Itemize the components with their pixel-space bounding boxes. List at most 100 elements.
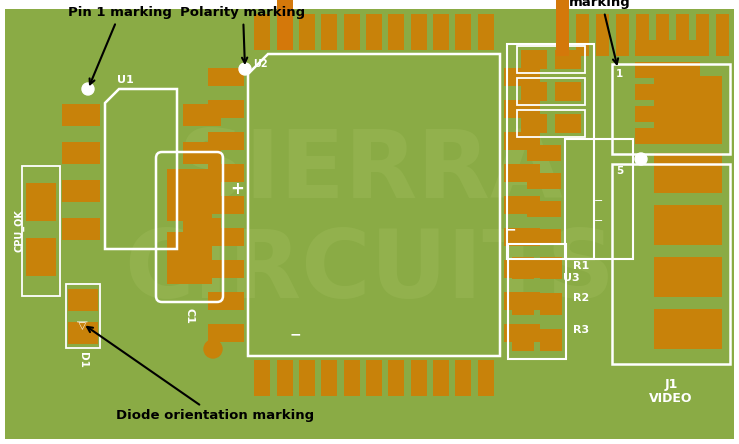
Bar bbox=[433, 14, 449, 50]
Text: Pin 1 marking: Pin 1 marking bbox=[68, 6, 172, 84]
Bar bbox=[540, 293, 562, 315]
Text: Diode orientation marking: Diode orientation marking bbox=[87, 327, 314, 422]
Text: C1: C1 bbox=[185, 308, 194, 324]
Bar bbox=[366, 360, 382, 396]
Bar bbox=[576, 14, 589, 56]
Bar bbox=[208, 260, 244, 278]
Bar bbox=[183, 142, 221, 164]
Bar bbox=[276, 360, 293, 396]
Bar bbox=[477, 14, 494, 50]
Bar bbox=[517, 78, 585, 105]
Text: R1: R1 bbox=[573, 261, 589, 271]
Bar bbox=[654, 205, 722, 245]
Text: SIERRA
CIRCUITS: SIERRA CIRCUITS bbox=[125, 127, 616, 317]
Bar bbox=[635, 62, 700, 78]
Bar bbox=[517, 46, 585, 73]
Bar bbox=[540, 329, 562, 351]
Bar bbox=[555, 114, 581, 133]
Bar bbox=[504, 292, 540, 310]
Bar bbox=[411, 14, 426, 50]
Bar bbox=[276, 0, 293, 50]
Bar bbox=[612, 164, 730, 364]
Bar bbox=[208, 164, 244, 182]
Bar bbox=[596, 14, 609, 56]
Bar bbox=[512, 257, 534, 279]
Bar bbox=[635, 106, 700, 122]
Text: CPU_OK: CPU_OK bbox=[14, 210, 24, 253]
Text: 5: 5 bbox=[616, 166, 623, 176]
Bar bbox=[321, 360, 337, 396]
Bar bbox=[411, 360, 426, 396]
Bar bbox=[26, 183, 56, 221]
Bar bbox=[477, 360, 494, 396]
Bar bbox=[504, 68, 540, 86]
Bar bbox=[68, 322, 98, 344]
Bar bbox=[504, 324, 540, 342]
Bar bbox=[676, 14, 689, 56]
Text: Polarity marking: Polarity marking bbox=[180, 6, 305, 63]
Bar bbox=[62, 218, 100, 240]
Circle shape bbox=[635, 153, 647, 165]
Circle shape bbox=[82, 83, 94, 95]
Bar bbox=[508, 244, 566, 359]
Circle shape bbox=[239, 63, 251, 75]
Bar bbox=[527, 145, 561, 161]
Bar bbox=[540, 257, 562, 279]
Bar bbox=[517, 110, 585, 137]
Bar bbox=[167, 232, 212, 284]
Bar bbox=[62, 104, 100, 126]
Text: J1: J1 bbox=[664, 378, 678, 391]
Bar bbox=[654, 76, 722, 144]
Bar bbox=[512, 329, 534, 351]
Bar bbox=[504, 196, 540, 214]
Text: Pin 1 marking: Pin 1 marking bbox=[0, 443, 1, 444]
Bar bbox=[254, 360, 270, 396]
Bar bbox=[556, 0, 569, 56]
Bar bbox=[66, 284, 100, 348]
Bar bbox=[654, 309, 722, 349]
Bar bbox=[504, 132, 540, 150]
Bar bbox=[321, 14, 337, 50]
Bar bbox=[507, 44, 594, 259]
Text: D1: D1 bbox=[78, 352, 88, 368]
Text: R3: R3 bbox=[573, 325, 589, 335]
Bar bbox=[276, 14, 293, 50]
Bar bbox=[208, 228, 244, 246]
Bar bbox=[62, 142, 100, 164]
Text: 1: 1 bbox=[616, 69, 623, 79]
Bar bbox=[555, 82, 581, 101]
Bar bbox=[455, 360, 471, 396]
Text: U3: U3 bbox=[563, 273, 579, 283]
Bar bbox=[183, 218, 221, 240]
Bar bbox=[527, 201, 561, 217]
Bar bbox=[654, 76, 722, 144]
Bar bbox=[654, 76, 722, 144]
Bar bbox=[208, 68, 244, 86]
Bar bbox=[654, 153, 722, 193]
Circle shape bbox=[204, 340, 222, 358]
Bar bbox=[504, 164, 540, 182]
Bar bbox=[612, 64, 730, 154]
Text: U1: U1 bbox=[117, 75, 134, 85]
Bar bbox=[555, 50, 581, 69]
Bar bbox=[527, 229, 561, 245]
Bar bbox=[504, 228, 540, 246]
Bar bbox=[388, 14, 404, 50]
Bar bbox=[254, 14, 270, 50]
Text: R2: R2 bbox=[573, 293, 589, 303]
Text: ◁|: ◁| bbox=[78, 319, 88, 329]
Bar bbox=[183, 180, 221, 202]
Bar bbox=[433, 360, 449, 396]
Bar bbox=[696, 14, 709, 56]
Bar bbox=[654, 257, 722, 297]
Bar bbox=[635, 84, 700, 100]
Text: +: + bbox=[230, 180, 244, 198]
Bar bbox=[344, 360, 360, 396]
Bar bbox=[616, 14, 629, 56]
Bar bbox=[716, 14, 729, 56]
Bar bbox=[635, 40, 700, 56]
Bar bbox=[26, 238, 56, 276]
Bar bbox=[527, 173, 561, 189]
Bar bbox=[521, 114, 547, 133]
Bar bbox=[299, 14, 315, 50]
